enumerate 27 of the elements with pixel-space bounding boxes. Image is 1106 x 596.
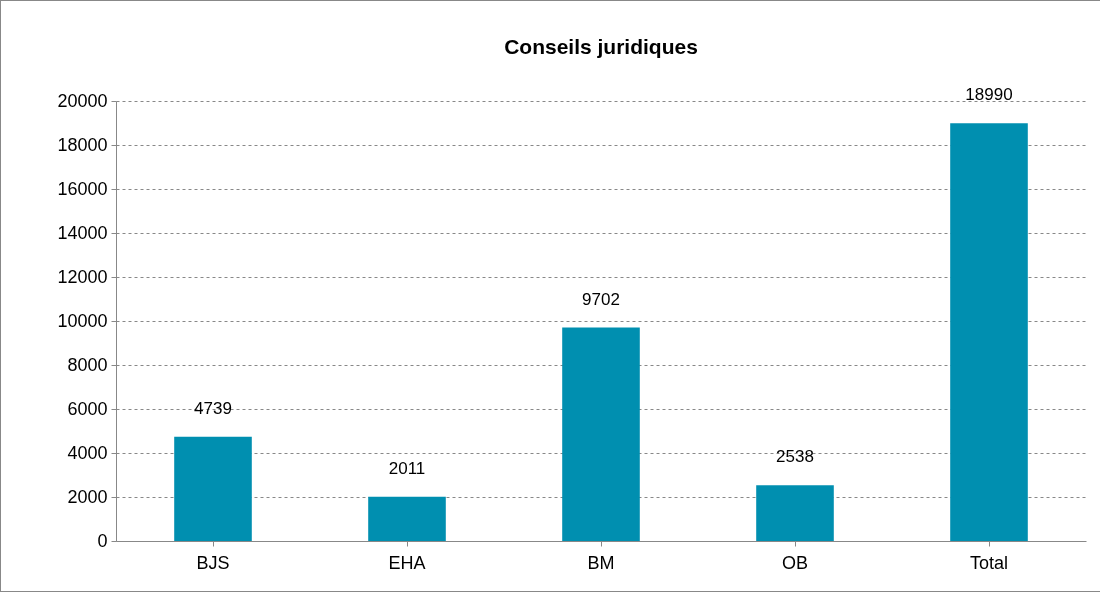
data-label: 18990: [965, 85, 1013, 105]
y-tick-label: 6000: [67, 398, 108, 419]
bar: [174, 436, 252, 541]
x-tick-label: OB: [781, 552, 809, 573]
bar: [756, 485, 834, 541]
chart-title: Conseils juridiques: [504, 35, 698, 59]
y-tick-label: 12000: [57, 266, 108, 287]
bar: [368, 496, 446, 541]
bar: [562, 327, 640, 541]
x-tick-label: BJS: [196, 552, 230, 573]
data-label: 4739: [194, 398, 232, 418]
y-tick-label: 0: [97, 530, 108, 551]
y-tick-label: 20000: [57, 90, 108, 111]
y-tick-label: 8000: [67, 354, 108, 375]
y-tick-label: 14000: [57, 222, 108, 243]
data-label: 9702: [582, 289, 620, 309]
y-tick-label: 2000: [67, 486, 108, 507]
data-label: 2011: [388, 458, 426, 478]
y-tick-label: 18000: [57, 134, 108, 155]
x-tick-label: Total: [969, 552, 1009, 573]
x-tick-label: EHA: [388, 552, 426, 573]
y-tick-label: 16000: [57, 178, 108, 199]
y-tick-label: 10000: [57, 310, 108, 331]
bar: [950, 123, 1028, 541]
y-tick-label: 4000: [67, 442, 108, 463]
x-tick-label: BM: [587, 552, 615, 573]
data-label: 2538: [776, 447, 814, 467]
